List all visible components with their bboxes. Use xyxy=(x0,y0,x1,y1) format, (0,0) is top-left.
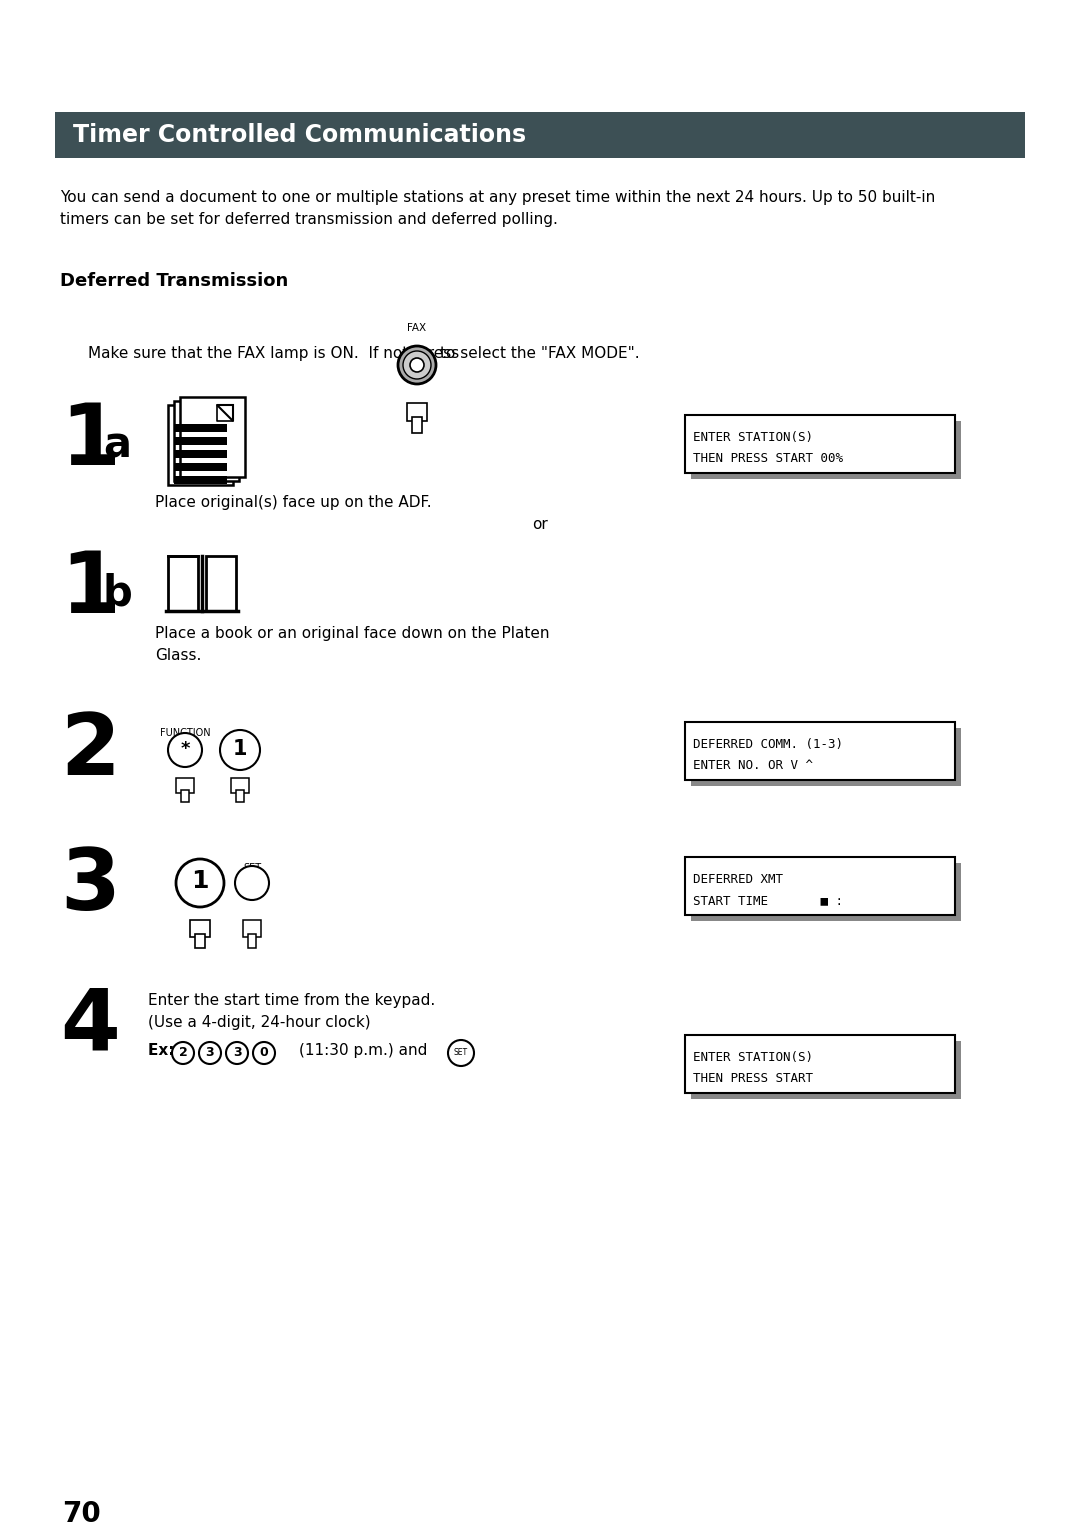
Text: 4: 4 xyxy=(60,986,120,1068)
Text: FUNCTION: FUNCTION xyxy=(160,727,211,738)
Text: 3: 3 xyxy=(205,1045,214,1059)
Text: 0: 0 xyxy=(259,1045,268,1059)
Text: ENTER STATION(S): ENTER STATION(S) xyxy=(693,1051,813,1063)
Bar xyxy=(174,477,227,484)
Circle shape xyxy=(403,351,431,379)
Bar xyxy=(685,1034,955,1093)
Text: (11:30 p.m.) and: (11:30 p.m.) and xyxy=(299,1044,428,1057)
Circle shape xyxy=(410,358,424,371)
Bar xyxy=(248,934,256,947)
Text: 1: 1 xyxy=(191,869,208,892)
Circle shape xyxy=(220,730,260,770)
Bar xyxy=(180,397,245,477)
Text: THEN PRESS START 00%: THEN PRESS START 00% xyxy=(693,452,843,465)
Bar xyxy=(174,400,239,481)
Bar xyxy=(411,417,422,432)
Polygon shape xyxy=(217,405,233,422)
Text: Ex:: Ex: xyxy=(148,1044,179,1057)
Text: to select the "FAX MODE".: to select the "FAX MODE". xyxy=(440,345,639,361)
Text: 3: 3 xyxy=(232,1045,241,1059)
Text: 2: 2 xyxy=(60,711,120,793)
Bar xyxy=(691,863,961,921)
Text: 2: 2 xyxy=(178,1045,187,1059)
Text: 70: 70 xyxy=(62,1500,100,1528)
Bar xyxy=(174,451,227,458)
Text: SET: SET xyxy=(243,863,261,872)
Bar xyxy=(55,112,1025,157)
Bar xyxy=(206,556,237,611)
Text: DEFERRED XMT: DEFERRED XMT xyxy=(693,872,783,886)
Bar xyxy=(174,463,227,471)
Bar xyxy=(691,727,961,785)
Text: Deferred Transmission: Deferred Transmission xyxy=(60,272,288,290)
Bar xyxy=(685,857,955,915)
Bar xyxy=(174,423,227,432)
Text: DEFERRED COMM. (1-3): DEFERRED COMM. (1-3) xyxy=(693,738,843,750)
Bar xyxy=(181,790,189,802)
Text: or: or xyxy=(532,516,548,532)
Text: FAX: FAX xyxy=(407,322,427,333)
Bar xyxy=(685,723,955,779)
Bar xyxy=(168,405,233,484)
Text: THEN PRESS START: THEN PRESS START xyxy=(693,1073,813,1085)
Bar xyxy=(691,422,961,478)
Text: 3: 3 xyxy=(60,845,120,927)
Text: ENTER NO. OR V ^: ENTER NO. OR V ^ xyxy=(693,759,813,772)
Text: START TIME       ■ :: START TIME ■ : xyxy=(693,894,843,908)
Text: *: * xyxy=(180,740,190,758)
Bar xyxy=(231,778,249,793)
Bar xyxy=(168,556,198,611)
Text: Place original(s) face up on the ADF.: Place original(s) face up on the ADF. xyxy=(156,495,432,510)
Text: 1: 1 xyxy=(233,740,247,759)
Circle shape xyxy=(235,866,269,900)
Text: SET: SET xyxy=(454,1048,468,1057)
Bar xyxy=(174,437,227,445)
Text: ENTER STATION(S): ENTER STATION(S) xyxy=(693,431,813,445)
Circle shape xyxy=(168,733,202,767)
Text: Enter the start time from the keypad.
(Use a 4-digit, 24-hour clock): Enter the start time from the keypad. (U… xyxy=(148,993,435,1030)
Text: Timer Controlled Communications: Timer Controlled Communications xyxy=(73,122,526,147)
Bar xyxy=(237,790,244,802)
Text: b: b xyxy=(103,573,133,614)
Bar xyxy=(685,416,955,474)
Text: You can send a document to one or multiple stations at any preset time within th: You can send a document to one or multip… xyxy=(60,189,935,226)
Text: Make sure that the FAX lamp is ON.  If not, press: Make sure that the FAX lamp is ON. If no… xyxy=(87,345,459,361)
Text: a: a xyxy=(103,425,131,468)
Bar xyxy=(243,920,261,937)
Circle shape xyxy=(399,345,436,384)
Text: 1: 1 xyxy=(60,400,120,483)
Text: Place a book or an original face down on the Platen
Glass.: Place a book or an original face down on… xyxy=(156,626,550,663)
Bar xyxy=(407,403,427,422)
Bar xyxy=(691,1041,961,1099)
Text: 1: 1 xyxy=(60,549,120,631)
Bar xyxy=(190,920,210,937)
Bar xyxy=(176,778,194,793)
Bar xyxy=(195,934,205,947)
Circle shape xyxy=(176,859,224,908)
